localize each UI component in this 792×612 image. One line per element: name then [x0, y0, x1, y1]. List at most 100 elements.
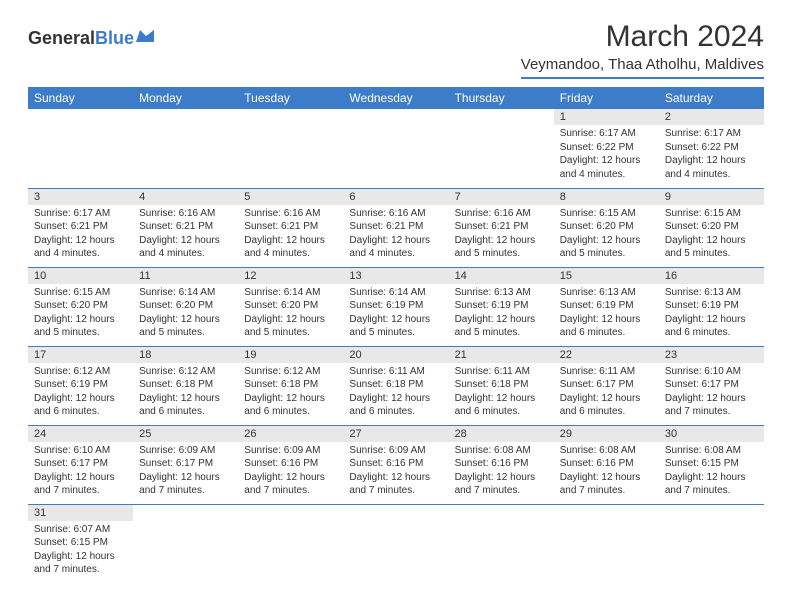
weekday-header: Friday — [554, 87, 659, 109]
day-details: Sunrise: 6:13 AMSunset: 6:19 PMDaylight:… — [659, 284, 764, 342]
day-details: Sunrise: 6:10 AMSunset: 6:17 PMDaylight:… — [659, 363, 764, 421]
day-details: Sunrise: 6:14 AMSunset: 6:20 PMDaylight:… — [133, 284, 238, 342]
calendar-cell: 7Sunrise: 6:16 AMSunset: 6:21 PMDaylight… — [449, 188, 554, 267]
weekday-header: Wednesday — [343, 87, 448, 109]
day-details: Sunrise: 6:10 AMSunset: 6:17 PMDaylight:… — [28, 442, 133, 500]
day-details: Sunrise: 6:17 AMSunset: 6:22 PMDaylight:… — [659, 125, 764, 183]
day-number: 15 — [554, 268, 659, 284]
day-number: 9 — [659, 189, 764, 205]
day-details: Sunrise: 6:14 AMSunset: 6:20 PMDaylight:… — [238, 284, 343, 342]
day-details: Sunrise: 6:08 AMSunset: 6:16 PMDaylight:… — [449, 442, 554, 500]
day-details: Sunrise: 6:15 AMSunset: 6:20 PMDaylight:… — [554, 205, 659, 263]
day-number: 12 — [238, 268, 343, 284]
logo-text-2: Blue — [95, 28, 134, 49]
day-details: Sunrise: 6:09 AMSunset: 6:17 PMDaylight:… — [133, 442, 238, 500]
calendar-cell: 13Sunrise: 6:14 AMSunset: 6:19 PMDayligh… — [343, 267, 448, 346]
day-number: 11 — [133, 268, 238, 284]
day-number: 16 — [659, 268, 764, 284]
day-number: 14 — [449, 268, 554, 284]
day-details: Sunrise: 6:08 AMSunset: 6:15 PMDaylight:… — [659, 442, 764, 500]
title-block: March 2024 Veymandoo, Thaa Atholhu, Mald… — [521, 20, 764, 79]
location: Veymandoo, Thaa Atholhu, Maldives — [521, 56, 764, 79]
day-number: 20 — [343, 347, 448, 363]
day-number: 1 — [554, 109, 659, 125]
day-details: Sunrise: 6:16 AMSunset: 6:21 PMDaylight:… — [238, 205, 343, 263]
day-number: 8 — [554, 189, 659, 205]
day-details: Sunrise: 6:15 AMSunset: 6:20 PMDaylight:… — [659, 205, 764, 263]
day-number: 17 — [28, 347, 133, 363]
calendar-cell: 29Sunrise: 6:08 AMSunset: 6:16 PMDayligh… — [554, 425, 659, 504]
day-number: 31 — [28, 505, 133, 521]
day-details: Sunrise: 6:13 AMSunset: 6:19 PMDaylight:… — [554, 284, 659, 342]
day-number: 4 — [133, 189, 238, 205]
calendar-cell: 24Sunrise: 6:10 AMSunset: 6:17 PMDayligh… — [28, 425, 133, 504]
calendar-cell: 1Sunrise: 6:17 AMSunset: 6:22 PMDaylight… — [554, 109, 659, 188]
calendar-cell: 19Sunrise: 6:12 AMSunset: 6:18 PMDayligh… — [238, 346, 343, 425]
calendar-cell: 4Sunrise: 6:16 AMSunset: 6:21 PMDaylight… — [133, 188, 238, 267]
calendar-cell — [449, 109, 554, 188]
calendar-cell: 6Sunrise: 6:16 AMSunset: 6:21 PMDaylight… — [343, 188, 448, 267]
day-details: Sunrise: 6:14 AMSunset: 6:19 PMDaylight:… — [343, 284, 448, 342]
calendar-cell: 30Sunrise: 6:08 AMSunset: 6:15 PMDayligh… — [659, 425, 764, 504]
day-number: 24 — [28, 426, 133, 442]
calendar-cell — [133, 109, 238, 188]
calendar-row: 31Sunrise: 6:07 AMSunset: 6:15 PMDayligh… — [28, 504, 764, 583]
day-number: 28 — [449, 426, 554, 442]
day-details: Sunrise: 6:15 AMSunset: 6:20 PMDaylight:… — [28, 284, 133, 342]
calendar-body: 1Sunrise: 6:17 AMSunset: 6:22 PMDaylight… — [28, 109, 764, 583]
day-details: Sunrise: 6:17 AMSunset: 6:21 PMDaylight:… — [28, 205, 133, 263]
calendar-cell: 11Sunrise: 6:14 AMSunset: 6:20 PMDayligh… — [133, 267, 238, 346]
calendar-cell: 2Sunrise: 6:17 AMSunset: 6:22 PMDaylight… — [659, 109, 764, 188]
day-details: Sunrise: 6:09 AMSunset: 6:16 PMDaylight:… — [343, 442, 448, 500]
weekday-header: Thursday — [449, 87, 554, 109]
calendar-cell — [343, 109, 448, 188]
day-details: Sunrise: 6:13 AMSunset: 6:19 PMDaylight:… — [449, 284, 554, 342]
calendar-cell — [133, 504, 238, 583]
calendar-cell: 10Sunrise: 6:15 AMSunset: 6:20 PMDayligh… — [28, 267, 133, 346]
calendar-cell — [554, 504, 659, 583]
calendar-cell: 26Sunrise: 6:09 AMSunset: 6:16 PMDayligh… — [238, 425, 343, 504]
calendar-cell: 20Sunrise: 6:11 AMSunset: 6:18 PMDayligh… — [343, 346, 448, 425]
day-number: 3 — [28, 189, 133, 205]
calendar-cell — [28, 109, 133, 188]
logo-text-1: General — [28, 28, 95, 49]
calendar-cell: 12Sunrise: 6:14 AMSunset: 6:20 PMDayligh… — [238, 267, 343, 346]
day-details: Sunrise: 6:12 AMSunset: 6:19 PMDaylight:… — [28, 363, 133, 421]
calendar-cell: 15Sunrise: 6:13 AMSunset: 6:19 PMDayligh… — [554, 267, 659, 346]
day-details: Sunrise: 6:17 AMSunset: 6:22 PMDaylight:… — [554, 125, 659, 183]
weekday-header: Monday — [133, 87, 238, 109]
calendar-cell: 9Sunrise: 6:15 AMSunset: 6:20 PMDaylight… — [659, 188, 764, 267]
day-number: 23 — [659, 347, 764, 363]
calendar-cell: 23Sunrise: 6:10 AMSunset: 6:17 PMDayligh… — [659, 346, 764, 425]
calendar-row: 10Sunrise: 6:15 AMSunset: 6:20 PMDayligh… — [28, 267, 764, 346]
day-number: 22 — [554, 347, 659, 363]
calendar-cell — [449, 504, 554, 583]
calendar-cell: 21Sunrise: 6:11 AMSunset: 6:18 PMDayligh… — [449, 346, 554, 425]
weekday-header: Tuesday — [238, 87, 343, 109]
day-details: Sunrise: 6:12 AMSunset: 6:18 PMDaylight:… — [238, 363, 343, 421]
day-details: Sunrise: 6:07 AMSunset: 6:15 PMDaylight:… — [28, 521, 133, 579]
weekday-header: Sunday — [28, 87, 133, 109]
day-number: 2 — [659, 109, 764, 125]
flag-icon — [136, 28, 158, 49]
day-number: 18 — [133, 347, 238, 363]
calendar-cell — [343, 504, 448, 583]
calendar-cell: 18Sunrise: 6:12 AMSunset: 6:18 PMDayligh… — [133, 346, 238, 425]
day-details: Sunrise: 6:16 AMSunset: 6:21 PMDaylight:… — [449, 205, 554, 263]
calendar-cell — [659, 504, 764, 583]
calendar-cell: 31Sunrise: 6:07 AMSunset: 6:15 PMDayligh… — [28, 504, 133, 583]
calendar-cell: 25Sunrise: 6:09 AMSunset: 6:17 PMDayligh… — [133, 425, 238, 504]
calendar-cell — [238, 109, 343, 188]
weekday-header: Saturday — [659, 87, 764, 109]
day-number: 13 — [343, 268, 448, 284]
weekday-header-row: SundayMondayTuesdayWednesdayThursdayFrid… — [28, 87, 764, 109]
day-number: 25 — [133, 426, 238, 442]
calendar-cell: 16Sunrise: 6:13 AMSunset: 6:19 PMDayligh… — [659, 267, 764, 346]
day-details: Sunrise: 6:11 AMSunset: 6:18 PMDaylight:… — [343, 363, 448, 421]
calendar-cell: 27Sunrise: 6:09 AMSunset: 6:16 PMDayligh… — [343, 425, 448, 504]
calendar-cell — [238, 504, 343, 583]
day-number: 30 — [659, 426, 764, 442]
day-details: Sunrise: 6:11 AMSunset: 6:17 PMDaylight:… — [554, 363, 659, 421]
day-number: 10 — [28, 268, 133, 284]
calendar-row: 24Sunrise: 6:10 AMSunset: 6:17 PMDayligh… — [28, 425, 764, 504]
